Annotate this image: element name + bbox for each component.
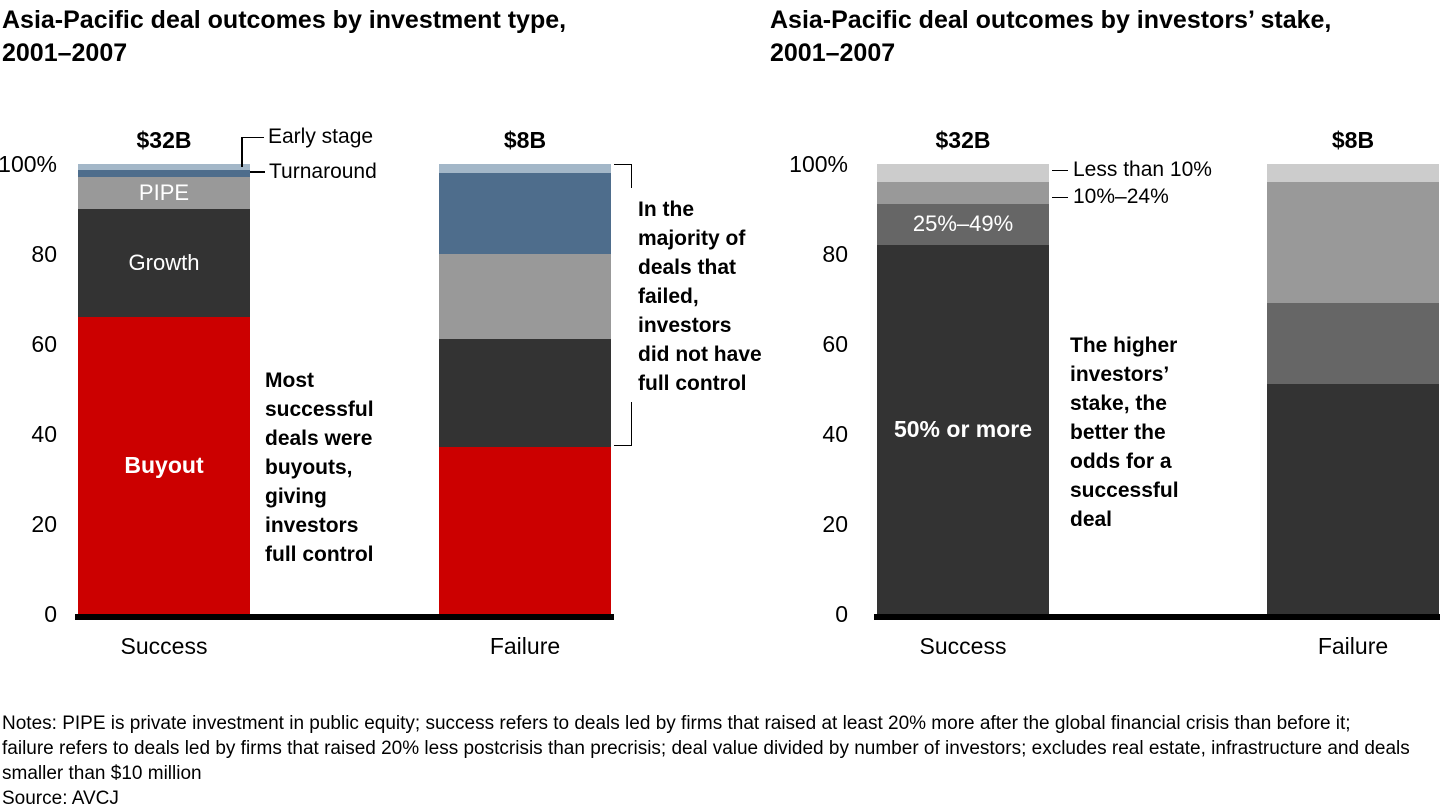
early-stage-label: Early stage <box>268 125 374 148</box>
y-axis-tick-label: 100% <box>789 150 848 177</box>
failure-bracket-bottom-horizontal <box>614 444 632 446</box>
notes-text: Notes: PIPE is private investment in pub… <box>2 713 1410 784</box>
early-stage-connector-line <box>241 136 243 167</box>
segment-early-stage-success <box>78 163 250 171</box>
y-axis-tick-label: 80 <box>822 240 848 267</box>
y-axis-tick-label: 40 <box>31 420 57 447</box>
chart-title-investors-stake: Asia-Pacific deal outcomes by investors’… <box>770 6 1332 67</box>
segment-25-49-success: 25%–49% <box>877 204 1049 245</box>
x-axis-category-label-failure: Failure <box>489 632 561 659</box>
segment-less-than-10-failure <box>1267 163 1439 182</box>
bar-total-label-failure: $8B <box>503 126 547 153</box>
segment-10-24-failure <box>1267 181 1439 303</box>
turnaround-label: Turnaround <box>269 160 377 183</box>
annotation-most-successful-buyouts: Most successful deals were buyouts, givi… <box>265 369 374 566</box>
y-axis-tick-label: 60 <box>31 330 57 357</box>
segment-pipe-failure <box>439 253 611 339</box>
segment-pipe-success: PIPE <box>78 177 250 209</box>
failure-bracket-bottom-vertical <box>630 402 632 446</box>
y-axis-tick-label: 60 <box>822 330 848 357</box>
segment-label-buyout: Buyout <box>124 452 204 478</box>
segment-50-or-more-failure <box>1267 384 1439 614</box>
segment-buyout-failure <box>439 447 611 614</box>
bar-failure <box>1267 163 1439 614</box>
segment-early-stage-failure <box>439 163 611 173</box>
y-axis-tick-label: 20 <box>31 510 57 537</box>
y-axis-tick-label: 0 <box>44 600 57 627</box>
segment-less-than-10-success <box>877 163 1049 182</box>
segment-10-24-success <box>877 181 1049 204</box>
segment-label-growth: Growth <box>128 249 200 275</box>
y-axis-tick-label: 100% <box>0 150 57 177</box>
segment-label-50-or-more: 50% or more <box>893 416 1033 442</box>
early-stage-connector-line <box>241 136 264 138</box>
x-axis-category-label-success: Success <box>120 632 208 659</box>
bar-failure <box>439 163 611 614</box>
segment-50-or-more-success: 50% or more <box>877 244 1049 614</box>
annotation-higher-stake-better-odds: The higher investors’ stake, the better … <box>1070 334 1179 531</box>
annotation-failed-no-full-control: In the majority of deals that failed, in… <box>638 198 762 395</box>
y-axis-tick-label: 80 <box>31 240 57 267</box>
segment-buyout-success: Buyout <box>78 316 250 614</box>
y-axis-tick-label: 0 <box>835 600 848 627</box>
bar-success: 25%–49% 50% or more <box>877 163 1049 614</box>
y-axis-tick-label: 40 <box>822 420 848 447</box>
bar-total-label-failure: $8B <box>1331 126 1375 153</box>
failure-bracket-top-horizontal <box>614 163 632 165</box>
less-than-10-label: Less than 10% <box>1073 158 1212 181</box>
bar-total-label-success: $32B <box>136 126 192 153</box>
10-24-label: 10%–24% <box>1073 185 1169 208</box>
x-axis-line <box>75 613 614 620</box>
bar-success: PIPE Growth Buyout <box>78 163 250 614</box>
10-24-connector-line <box>1052 196 1068 198</box>
turnaround-connector-line <box>250 171 265 173</box>
less-than-10-connector-line <box>1052 169 1068 171</box>
segment-label-pipe: PIPE <box>138 179 190 205</box>
segment-25-49-failure <box>1267 303 1439 384</box>
segment-turnaround-failure <box>439 172 611 254</box>
source-text: Source: AVCJ <box>2 788 119 809</box>
chart-title-investment-type: Asia-Pacific deal outcomes by investment… <box>2 6 567 67</box>
failure-bracket-top-vertical <box>630 163 632 188</box>
segment-growth-success: Growth <box>78 208 250 317</box>
bar-total-label-success: $32B <box>935 126 991 153</box>
x-axis-category-label-failure: Failure <box>1317 632 1389 659</box>
segment-turnaround-success <box>78 170 250 177</box>
segment-growth-failure <box>439 339 611 447</box>
x-axis-category-label-success: Success <box>919 632 1007 659</box>
segment-label-25-49: 25%–49% <box>912 211 1014 237</box>
x-axis-line <box>874 613 1440 620</box>
y-axis-tick-label: 20 <box>822 510 848 537</box>
